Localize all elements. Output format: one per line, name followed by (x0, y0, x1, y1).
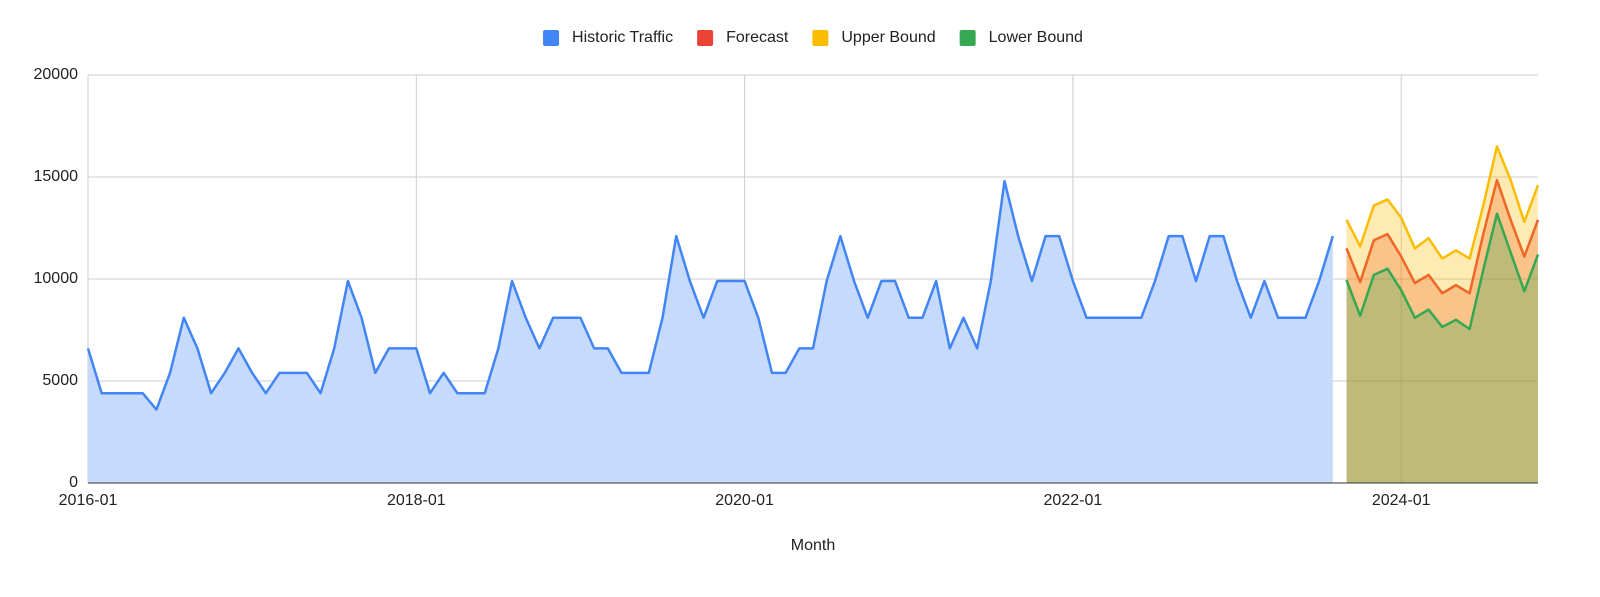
legend-label: Forecast (726, 29, 789, 46)
y-tick-label: 10000 (34, 270, 79, 287)
x-tick-label: 2018-01 (387, 492, 446, 509)
legend-label: Historic Traffic (572, 29, 673, 46)
x-tick-label: 2022-01 (1044, 492, 1103, 509)
x-tick-label: 2016-01 (59, 492, 118, 509)
area-fill (1346, 180, 1538, 483)
y-tick-label: 15000 (34, 168, 79, 185)
legend-swatch (812, 30, 829, 46)
legend-swatch (959, 30, 976, 46)
series-line (86, 179, 1335, 411)
series-line (1345, 178, 1540, 295)
legend-label: Lower Bound (989, 29, 1083, 46)
y-tick-label: 5000 (42, 372, 78, 389)
legend-swatch (697, 30, 714, 46)
x-tick-label: 2024-01 (1372, 492, 1431, 509)
x-tick-label: 2020-01 (715, 492, 774, 509)
legend-label: Upper Bound (841, 29, 935, 46)
legend-swatch (543, 30, 560, 46)
area-fill (1346, 146, 1538, 483)
y-tick-label: 20000 (34, 66, 79, 83)
legend: Historic Traffic Forecast Upper Bound Lower… (543, 29, 1083, 46)
series-line (1345, 212, 1540, 331)
x-axis-label: Month (791, 537, 835, 554)
area-fill (88, 181, 1333, 483)
y-tick-label: 0 (69, 474, 78, 491)
series-line (1345, 145, 1540, 260)
